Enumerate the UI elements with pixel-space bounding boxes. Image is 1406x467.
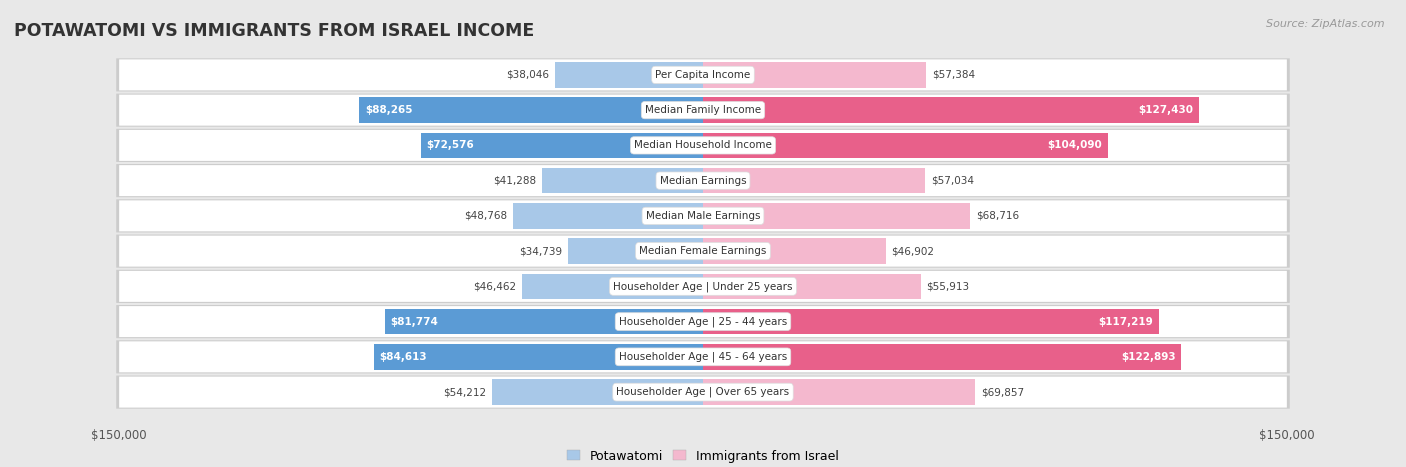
FancyBboxPatch shape xyxy=(117,375,1289,409)
Bar xyxy=(568,239,703,264)
Bar xyxy=(703,98,1199,123)
Bar xyxy=(703,274,921,299)
Bar xyxy=(360,98,703,123)
Text: $38,046: $38,046 xyxy=(506,70,550,80)
Text: Householder Age | 25 - 44 years: Householder Age | 25 - 44 years xyxy=(619,316,787,327)
Text: $55,913: $55,913 xyxy=(927,282,970,291)
Text: Median Female Earnings: Median Female Earnings xyxy=(640,246,766,256)
Text: Householder Age | Under 25 years: Householder Age | Under 25 years xyxy=(613,281,793,291)
FancyBboxPatch shape xyxy=(120,59,1286,91)
FancyBboxPatch shape xyxy=(120,271,1286,302)
FancyBboxPatch shape xyxy=(117,93,1289,127)
Text: $72,576: $72,576 xyxy=(426,141,474,150)
FancyBboxPatch shape xyxy=(117,58,1289,92)
FancyBboxPatch shape xyxy=(117,164,1289,197)
Text: $88,265: $88,265 xyxy=(366,105,413,115)
Text: Median Family Income: Median Family Income xyxy=(645,105,761,115)
Text: $69,857: $69,857 xyxy=(981,387,1024,397)
Bar xyxy=(703,168,925,193)
Bar xyxy=(420,133,703,158)
Text: $104,090: $104,090 xyxy=(1047,141,1102,150)
Text: $68,716: $68,716 xyxy=(976,211,1019,221)
Text: $41,288: $41,288 xyxy=(494,176,537,185)
Text: $127,430: $127,430 xyxy=(1139,105,1194,115)
Bar xyxy=(492,379,703,405)
Bar xyxy=(513,203,703,228)
Text: Householder Age | 45 - 64 years: Householder Age | 45 - 64 years xyxy=(619,352,787,362)
FancyBboxPatch shape xyxy=(120,341,1286,372)
FancyBboxPatch shape xyxy=(117,305,1289,338)
FancyBboxPatch shape xyxy=(117,234,1289,268)
Text: $57,034: $57,034 xyxy=(931,176,974,185)
Text: $117,219: $117,219 xyxy=(1098,317,1153,326)
FancyBboxPatch shape xyxy=(120,130,1286,161)
FancyBboxPatch shape xyxy=(120,95,1286,126)
FancyBboxPatch shape xyxy=(117,340,1289,374)
Text: $84,613: $84,613 xyxy=(380,352,427,362)
FancyBboxPatch shape xyxy=(120,200,1286,231)
Text: $46,462: $46,462 xyxy=(474,282,516,291)
FancyBboxPatch shape xyxy=(117,199,1289,233)
Text: Median Household Income: Median Household Income xyxy=(634,141,772,150)
Text: Per Capita Income: Per Capita Income xyxy=(655,70,751,80)
FancyBboxPatch shape xyxy=(117,129,1289,162)
FancyBboxPatch shape xyxy=(120,376,1286,408)
Bar xyxy=(555,62,703,88)
Bar xyxy=(703,62,927,88)
Bar xyxy=(703,344,1181,369)
Text: $48,768: $48,768 xyxy=(464,211,508,221)
Legend: Potawatomi, Immigrants from Israel: Potawatomi, Immigrants from Israel xyxy=(564,446,842,467)
FancyBboxPatch shape xyxy=(117,270,1289,303)
Text: $34,739: $34,739 xyxy=(519,246,562,256)
Text: $46,902: $46,902 xyxy=(891,246,935,256)
Text: $81,774: $81,774 xyxy=(391,317,439,326)
Text: $54,212: $54,212 xyxy=(443,387,486,397)
Bar xyxy=(385,309,703,334)
Bar xyxy=(522,274,703,299)
Bar xyxy=(703,309,1160,334)
FancyBboxPatch shape xyxy=(120,165,1286,196)
Text: $57,384: $57,384 xyxy=(932,70,976,80)
Text: Median Male Earnings: Median Male Earnings xyxy=(645,211,761,221)
Bar xyxy=(703,133,1108,158)
Bar xyxy=(374,344,703,369)
Bar xyxy=(703,203,970,228)
Text: Source: ZipAtlas.com: Source: ZipAtlas.com xyxy=(1267,19,1385,28)
Text: POTAWATOMI VS IMMIGRANTS FROM ISRAEL INCOME: POTAWATOMI VS IMMIGRANTS FROM ISRAEL INC… xyxy=(14,21,534,40)
Text: $122,893: $122,893 xyxy=(1121,352,1175,362)
Bar xyxy=(703,239,886,264)
Text: Median Earnings: Median Earnings xyxy=(659,176,747,185)
FancyBboxPatch shape xyxy=(120,236,1286,267)
Bar xyxy=(703,379,974,405)
FancyBboxPatch shape xyxy=(120,306,1286,337)
Text: Householder Age | Over 65 years: Householder Age | Over 65 years xyxy=(616,387,790,397)
Bar xyxy=(543,168,703,193)
